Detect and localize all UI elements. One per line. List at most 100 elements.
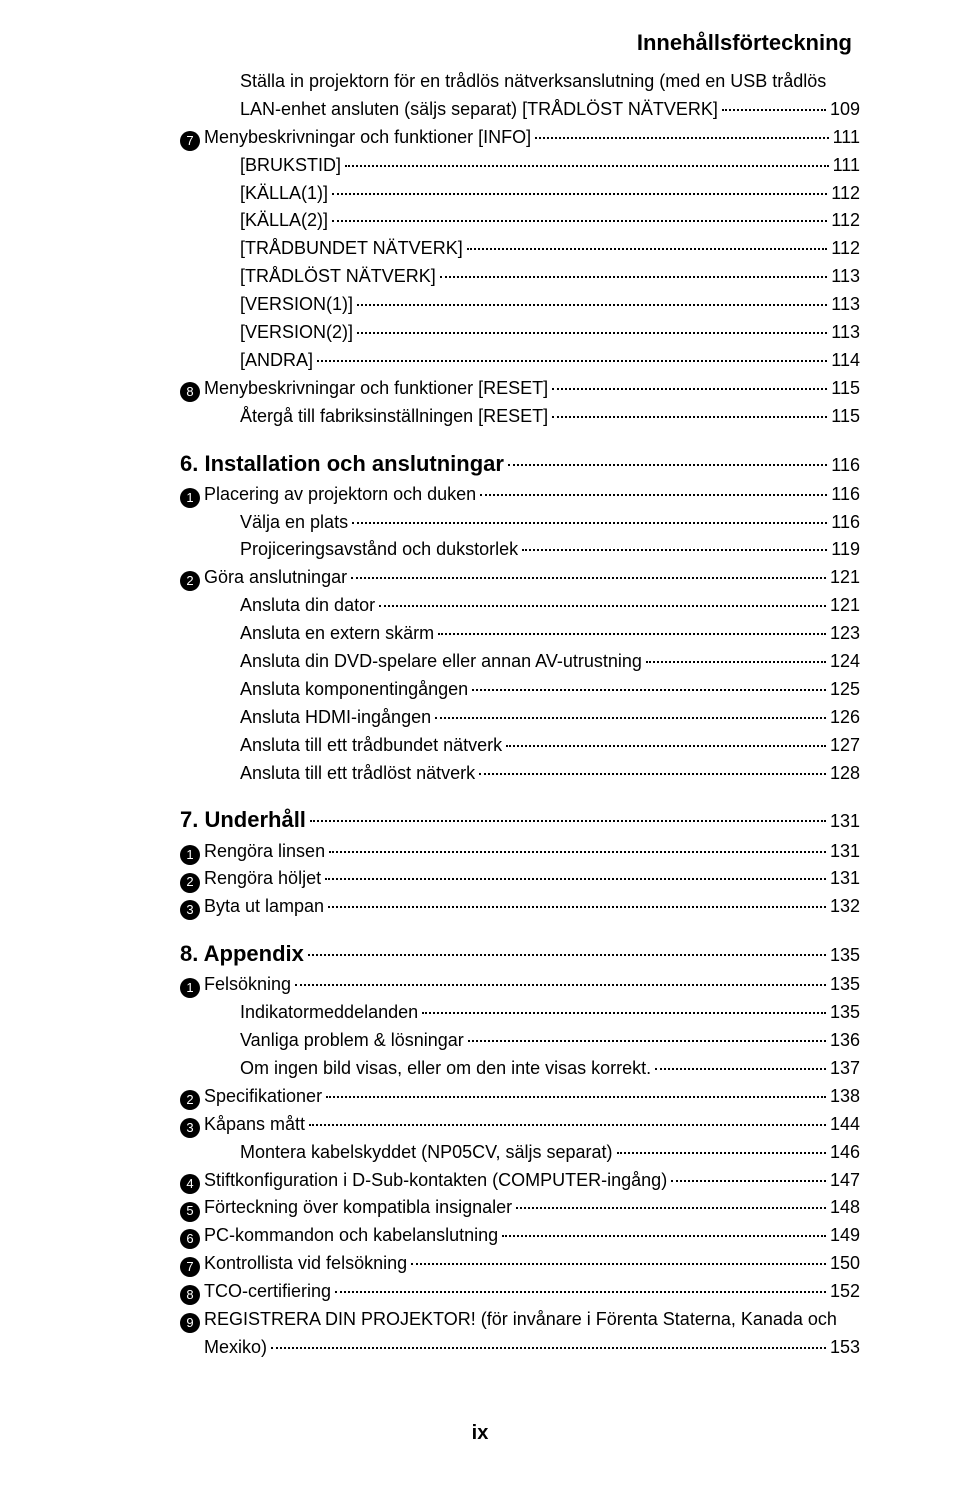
toc-bullet: 1: [180, 978, 200, 998]
toc-leader-dots: [326, 1096, 826, 1098]
toc-leader-dots: [379, 605, 826, 607]
toc-leader-dots: [552, 416, 827, 418]
toc-page: 112: [831, 180, 860, 208]
toc-text: [BRUKSTID]: [240, 152, 341, 180]
toc-page: 114: [831, 347, 860, 375]
toc-entry: 4Stiftkonfiguration i D-Sub-kontakten (C…: [180, 1167, 860, 1195]
toc-page: 126: [830, 704, 860, 732]
toc-text: Ansluta till ett trådbundet nätverk: [240, 732, 502, 760]
toc-leader-dots: [480, 494, 827, 496]
toc-text: Ställa in projektorn för en trådlös nätv…: [240, 68, 826, 96]
toc-entry: 2Rengöra höljet131: [180, 865, 860, 893]
toc-text: [ANDRA]: [240, 347, 313, 375]
toc-page: 123: [830, 620, 860, 648]
toc-text: PC-kommandon och kabelanslutning: [204, 1222, 498, 1250]
toc-leader-dots: [357, 332, 827, 334]
toc-entry: Välja en plats116: [180, 509, 860, 537]
toc-page: 128: [830, 760, 860, 788]
toc-text: Förteckning över kompatibla insignaler: [204, 1194, 512, 1222]
toc-leader-dots: [332, 193, 827, 195]
toc-text: Mexiko): [204, 1334, 267, 1362]
toc-leader-dots: [357, 304, 827, 306]
toc-entry: 5Förteckning över kompatibla insignaler 1…: [180, 1194, 860, 1222]
toc-page: 113: [831, 319, 860, 347]
toc-page: 146: [830, 1139, 860, 1167]
toc-leader-dots: [440, 276, 828, 278]
toc-entry: [KÄLLA(2)]112: [180, 207, 860, 235]
toc-bullet: 7: [180, 131, 200, 151]
toc-entry: Ansluta en extern skärm 123: [180, 620, 860, 648]
toc-bullet: 2: [180, 571, 200, 591]
toc-bullet: 5: [180, 1202, 200, 1222]
page-number: ix: [100, 1422, 860, 1445]
toc-page: 131: [830, 865, 860, 893]
toc-leader-dots: [467, 248, 828, 250]
toc-page: 135: [830, 999, 860, 1027]
toc-text: Återgå till fabriksinställningen [RESET]: [240, 403, 548, 431]
toc-page: 150: [830, 1250, 860, 1278]
toc-text: Kåpans mått: [204, 1111, 305, 1139]
toc-page: 148: [830, 1194, 860, 1222]
toc-bullet: 2: [180, 873, 200, 893]
toc-text: Ansluta en extern skärm: [240, 620, 434, 648]
toc-entry: Om ingen bild visas, eller om den inte v…: [180, 1055, 860, 1083]
toc-text: Menybeskrivningar och funktioner [RESET]: [204, 375, 548, 403]
toc-leader-dots: [435, 717, 826, 719]
toc-text: Ansluta din DVD-spelare eller annan AV-u…: [240, 648, 642, 676]
toc-text: Specifikationer: [204, 1083, 322, 1111]
toc-page: 144: [830, 1111, 860, 1139]
toc-entry: Ställa in projektorn för en trådlös nätv…: [180, 68, 860, 124]
toc-bullet: 2: [180, 1090, 200, 1110]
toc-entry: Vanliga problem & lösningar136: [180, 1027, 860, 1055]
toc-text: Kontrollista vid felsökning: [204, 1250, 407, 1278]
toc-page: 111: [833, 152, 860, 180]
toc-entry: Indikatormeddelanden135: [180, 999, 860, 1027]
toc-entry: Ansluta din DVD-spelare eller annan AV-u…: [180, 648, 860, 676]
toc-entry: 1Rengöra linsen131: [180, 838, 860, 866]
toc-entry: [TRÅDLÖST NÄTVERK]113: [180, 263, 860, 291]
toc-text: Ansluta HDMI-ingången: [240, 704, 431, 732]
toc-page: 109: [830, 96, 860, 124]
toc-heading: 6. Installation och anslutningar116: [180, 447, 860, 481]
toc-leader-dots: [522, 549, 827, 551]
toc-text: Göra anslutningar: [204, 564, 347, 592]
toc-leader-dots: [508, 464, 827, 466]
toc-page: 113: [831, 291, 860, 319]
toc-page: 131: [830, 838, 860, 866]
toc-page: 119: [831, 536, 860, 564]
toc-leader-dots: [411, 1263, 826, 1265]
toc-entry: 8Menybeskrivningar och funktioner [RESET…: [180, 375, 860, 403]
toc-leader-dots: [516, 1207, 826, 1209]
header-title: Innehållsförteckning: [100, 30, 860, 56]
toc-entry: Återgå till fabriksinställningen [RESET]…: [180, 403, 860, 431]
toc-text: TCO-certifiering: [204, 1278, 331, 1306]
toc-text: Menybeskrivningar och funktioner [INFO]: [204, 124, 531, 152]
toc-text: [KÄLLA(2)]: [240, 207, 328, 235]
toc-entry: [VERSION(1)]113: [180, 291, 860, 319]
toc-bullet: 3: [180, 900, 200, 920]
toc-page: 124: [830, 648, 860, 676]
toc-bullet: 8: [180, 1285, 200, 1305]
toc-leader-dots: [325, 878, 826, 880]
toc-entry: Ansluta till ett trådlöst nätverk128: [180, 760, 860, 788]
toc-text: 7. Underhåll: [180, 803, 306, 837]
toc-leader-dots: [345, 165, 829, 167]
toc-entry: [VERSION(2)]113: [180, 319, 860, 347]
toc-entry: [ANDRA] 114: [180, 347, 860, 375]
toc-leader-dots: [308, 954, 826, 956]
toc-leader-dots: [351, 577, 826, 579]
toc-leader-dots: [655, 1068, 826, 1070]
toc-page: 127: [830, 732, 860, 760]
toc-text: Stiftkonfiguration i D-Sub-kontakten (CO…: [204, 1167, 667, 1195]
toc-leader-dots: [335, 1291, 826, 1293]
toc-text: LAN-enhet ansluten (säljs separat) [TRÅD…: [240, 96, 718, 124]
toc-leader-dots: [472, 689, 826, 691]
toc-text: [KÄLLA(1)]: [240, 180, 328, 208]
toc-bullet: 1: [180, 488, 200, 508]
toc-leader-dots: [271, 1347, 826, 1349]
toc-leader-dots: [617, 1152, 826, 1154]
toc-entry: [TRÅDBUNDET NÄTVERK]112: [180, 235, 860, 263]
toc-entry: 3Kåpans mått144: [180, 1111, 860, 1139]
toc-page: 135: [830, 942, 860, 970]
toc-leader-dots: [309, 1124, 826, 1126]
